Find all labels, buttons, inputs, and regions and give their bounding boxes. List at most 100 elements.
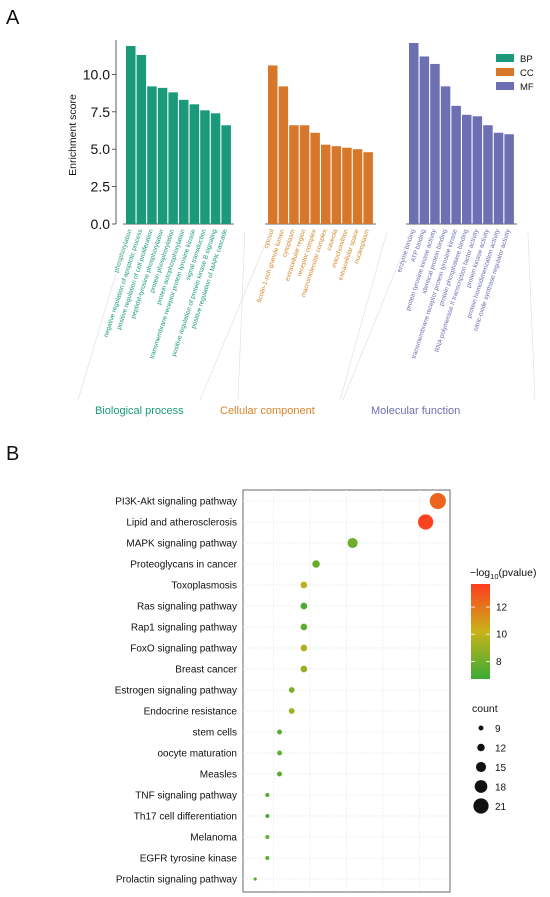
bar-cc-8 xyxy=(342,147,352,224)
bar-group-label: Cellular component xyxy=(220,405,315,417)
pathway-label: Estrogen signaling pathway xyxy=(115,686,237,697)
pathway-point xyxy=(265,792,270,798)
bar-bp-9 xyxy=(210,113,221,224)
pathway-label: Breast cancer xyxy=(175,665,237,676)
bar-y-tick-label: 2.5 xyxy=(91,179,111,195)
bar-mf-10 xyxy=(504,134,514,224)
bar-mf-6 xyxy=(462,114,472,224)
bar-bp-1 xyxy=(126,45,136,225)
panel-a-label: A xyxy=(6,7,20,29)
pathway-label: Measles xyxy=(200,770,237,781)
bar-cc-4 xyxy=(299,125,310,224)
pathway-point xyxy=(277,771,282,777)
bar-mf-5 xyxy=(451,105,461,224)
bar-y-axis: 0.0 2.5 5.0 7.5 10.0 xyxy=(83,40,117,232)
bar-legend-swatch xyxy=(496,82,514,90)
pathway-label: Melanoma xyxy=(190,833,237,844)
pathway-point xyxy=(265,834,270,840)
bar-mf-7 xyxy=(472,116,483,224)
bar-mf-8 xyxy=(483,125,493,224)
pathway-point xyxy=(300,602,308,610)
bar-group-bracket-lines xyxy=(342,229,536,401)
bar-cc-3 xyxy=(289,125,299,224)
dot-plot-points xyxy=(253,492,446,881)
bar-group xyxy=(123,42,517,225)
colorbar-title-subscript: 10 xyxy=(490,572,498,581)
bar-legend-label: MF xyxy=(520,82,534,93)
size-legend-circle xyxy=(475,761,487,773)
colorbar-gradient xyxy=(471,584,490,679)
pathway-point xyxy=(300,623,308,631)
bar-group-brackets: Biological process Cellular component Mole… xyxy=(77,229,536,417)
pathway-point xyxy=(265,855,270,861)
pathway-label: Prolactin signaling pathway xyxy=(116,875,237,886)
bar-legend-swatch xyxy=(496,54,514,62)
bar-cc-9 xyxy=(352,149,363,224)
bar-bp-10 xyxy=(221,125,231,224)
bar-legend-label: BP xyxy=(520,54,533,65)
bar-bp-4 xyxy=(157,87,168,224)
bar-y-axis-label: Enrichment score xyxy=(67,94,79,176)
bar-group-label: Biological process xyxy=(95,405,184,417)
pathway-label: TNF signaling pathway xyxy=(135,791,237,802)
pathway-label: PI3K-Akt signaling pathway xyxy=(115,497,237,508)
pathway-point xyxy=(312,560,320,568)
bar-group-bracket-lines xyxy=(199,229,388,401)
bar-cc-6 xyxy=(321,144,331,224)
pathway-label: Lipid and atherosclerosis xyxy=(126,518,237,529)
size-legend-label: 9 xyxy=(495,724,501,735)
bar-y-tick-label: 10.0 xyxy=(83,66,110,82)
pathway-label: Proteoglycans in cancer xyxy=(130,560,237,571)
pathway-label: Toxoplasmosis xyxy=(171,581,237,592)
bar-bp-5 xyxy=(168,92,178,224)
pathway-point xyxy=(265,813,270,819)
pathway-label: EGFR tyrosine kinase xyxy=(140,854,238,865)
size-legend-label: 21 xyxy=(495,802,507,813)
pathway-point xyxy=(300,665,308,673)
colorbar-title-prefix: −log xyxy=(470,567,490,579)
colorbar-title-suffix: (pvalue) xyxy=(499,567,537,579)
pathway-label: MAPK signaling pathway xyxy=(126,539,237,550)
panel-b-label: B xyxy=(6,443,19,465)
size-legend-circle xyxy=(474,780,488,793)
bar-bp-8 xyxy=(200,110,210,224)
bar-cc-1 xyxy=(268,65,278,224)
enrichment-bar-chart: 0.0 2.5 5.0 7.5 10.0 Enrichment score phosph… xyxy=(67,40,536,417)
bar-cc-10 xyxy=(363,152,373,224)
colorbar-tick-label: 8 xyxy=(496,657,502,668)
bar-cc-2 xyxy=(278,86,289,224)
dot-plot-pathway-labels: PI3K-Akt signaling pathway Lipid and athe… xyxy=(115,497,238,886)
pathway-point xyxy=(288,687,295,693)
bar-bp-7 xyxy=(189,104,200,224)
bar-mf-1 xyxy=(409,42,419,225)
bar-legend-swatch xyxy=(496,68,514,76)
pathway-label: Ras signaling pathway xyxy=(137,602,237,613)
pathway-point xyxy=(288,708,295,714)
pathway-point xyxy=(347,537,358,549)
pathway-point xyxy=(300,581,308,589)
count-size-legend: count 9 12 15 18 21 xyxy=(472,703,507,814)
bar-cc-5 xyxy=(310,132,320,224)
bar-legend-label: CC xyxy=(520,68,534,79)
pathway-label: stem cells xyxy=(193,728,237,739)
bar-y-tick-label: 5.0 xyxy=(91,141,111,157)
size-legend-circle xyxy=(478,725,484,731)
size-legend-title: count xyxy=(472,703,498,715)
bar-mf-4 xyxy=(440,86,451,224)
pathway-point xyxy=(429,492,446,510)
bar-mf-3 xyxy=(430,63,440,224)
bar-cc-7 xyxy=(331,146,342,224)
pathway-point xyxy=(253,877,257,881)
pathway-point xyxy=(277,729,282,735)
pathway-point xyxy=(418,514,434,530)
pathway-point xyxy=(300,644,308,652)
colorbar-ticks: 8 10 12 xyxy=(471,603,508,668)
bar-group-bracket-lines xyxy=(77,229,246,401)
size-legend-circle xyxy=(477,743,485,752)
bar-y-tick-label: 0.0 xyxy=(91,216,111,232)
pathway-label: Th17 cell differentiation xyxy=(134,812,237,823)
bar-mf-9 xyxy=(493,132,504,224)
colorbar-tick-label: 10 xyxy=(496,630,508,641)
